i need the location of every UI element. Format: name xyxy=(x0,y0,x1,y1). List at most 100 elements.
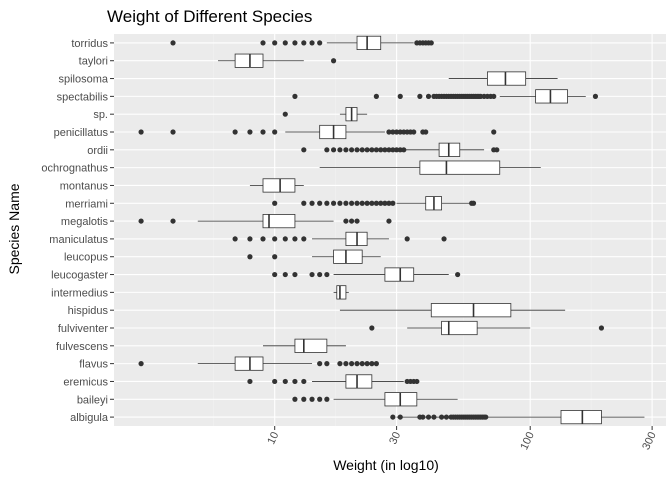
outlier-point xyxy=(382,200,388,206)
y-tick-label: hispidus xyxy=(68,305,109,317)
box-iqr xyxy=(419,160,501,175)
outlier-point xyxy=(282,378,288,385)
y-tick-label: leucogaster xyxy=(51,270,108,282)
y-tick-label: ordii xyxy=(87,145,108,157)
outlier-point xyxy=(349,200,355,206)
outlier-point xyxy=(397,414,403,420)
outlier-point xyxy=(317,396,323,402)
box-penicillatus xyxy=(138,124,497,140)
box-intermedius xyxy=(333,285,349,300)
outlier-point xyxy=(337,147,343,153)
outlier-point xyxy=(309,200,315,206)
outlier-point xyxy=(349,361,355,367)
outlier-point xyxy=(292,396,298,402)
outlier-point xyxy=(170,218,176,224)
outlier-point xyxy=(359,147,365,153)
y-tick-label: taylori xyxy=(79,56,108,68)
outlier-point xyxy=(282,236,288,242)
outlier-point xyxy=(373,147,379,153)
outlier-point xyxy=(301,147,307,153)
outlier-point xyxy=(272,254,278,260)
box-fulviventer xyxy=(369,320,605,336)
outlier-point xyxy=(394,147,400,153)
outlier-point xyxy=(301,40,307,46)
outlier-point xyxy=(423,129,429,135)
outlier-point xyxy=(324,396,330,402)
box-fulvescens xyxy=(263,338,346,353)
outlier-point xyxy=(390,147,396,153)
box-iqr xyxy=(333,249,363,264)
outlier-point xyxy=(494,147,500,153)
outlier-point xyxy=(470,200,477,206)
outlier-point xyxy=(382,147,388,153)
box-merriami xyxy=(272,196,477,211)
y-tick-label: maniculatus xyxy=(49,234,108,246)
y-tick-label: montanus xyxy=(60,180,109,192)
outlier-point xyxy=(324,147,330,153)
y-tick-label: torridus xyxy=(71,38,108,50)
outlier-point xyxy=(260,129,266,135)
box-spectabilis xyxy=(292,89,599,104)
outlier-point xyxy=(378,147,384,153)
box-leucopus xyxy=(247,249,381,264)
box-megalotis xyxy=(138,214,392,229)
y-tick-label: albigula xyxy=(70,412,109,424)
x-axis: 10 30 100 300 xyxy=(265,426,659,452)
box-flavus xyxy=(138,356,379,371)
outlier-point xyxy=(373,361,379,367)
outlier-point xyxy=(282,111,288,117)
outlier-point xyxy=(317,40,323,46)
outlier-point xyxy=(138,218,144,224)
outlier-point xyxy=(247,129,253,135)
box-iqr xyxy=(336,285,347,300)
outlier-point xyxy=(354,147,360,153)
box-montanus xyxy=(249,178,304,193)
box-iqr xyxy=(384,267,415,282)
y-tick-label: merriami xyxy=(65,198,108,210)
outlier-point xyxy=(170,40,176,46)
y-tick-label: sp. xyxy=(93,109,108,121)
y-tick-label: intermedius xyxy=(51,287,108,299)
outlier-point xyxy=(443,414,450,420)
outlier-point xyxy=(292,378,298,385)
box-leucogaster xyxy=(272,267,461,282)
outlier-point xyxy=(411,129,417,135)
box-iqr xyxy=(441,320,478,336)
outlier-point xyxy=(386,218,392,224)
y-tick-label: megalotis xyxy=(61,216,109,228)
box-albigula xyxy=(390,410,645,425)
outlier-point xyxy=(491,129,497,135)
outlier-point xyxy=(592,93,599,99)
outlier-point xyxy=(369,361,375,367)
box-iqr xyxy=(560,410,602,425)
outlier-point xyxy=(354,200,360,206)
y-tick-label: spilosoma xyxy=(58,74,108,86)
outlier-point xyxy=(364,147,370,153)
y-tick-label: baileyi xyxy=(77,394,108,406)
outlier-point xyxy=(337,200,343,206)
box-maniculatus xyxy=(232,231,447,246)
outlier-point xyxy=(369,147,375,153)
chart-title: Weight of Different Species xyxy=(107,7,312,26)
box-iqr xyxy=(430,303,512,318)
outlier-point xyxy=(349,218,355,224)
outlier-point xyxy=(364,200,370,206)
box-ochrognathus xyxy=(319,160,541,175)
box-iqr xyxy=(487,71,527,86)
outlier-point xyxy=(301,236,307,242)
y-tick-label: ochrognathus xyxy=(41,163,108,175)
box-sp xyxy=(282,107,368,122)
outlier-point xyxy=(272,129,278,135)
box-iqr xyxy=(234,53,264,68)
outlier-point xyxy=(292,236,298,242)
y-tick-label: fulviventer xyxy=(58,323,108,335)
outlier-point xyxy=(309,40,315,46)
y-tick-label: spectabilis xyxy=(57,91,109,103)
outlier-point xyxy=(317,361,323,367)
box-baileyi xyxy=(292,392,458,407)
outlier-point xyxy=(390,414,396,420)
outlier-point xyxy=(420,414,426,420)
outlier-point xyxy=(330,58,337,64)
outlier-point xyxy=(324,200,330,206)
